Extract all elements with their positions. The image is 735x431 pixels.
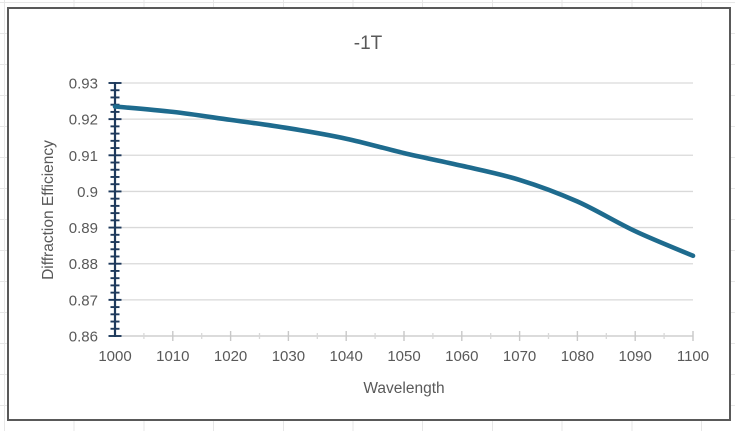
x-tick-label: 1010 [156,348,189,365]
x-tick-label: 1090 [619,348,652,365]
series-line [112,104,696,259]
x-tick-label: 1030 [272,348,305,365]
x-axis-layer [115,331,694,341]
x-tick-label: 1060 [445,348,478,365]
y-tick-label: 0.87 [69,292,98,309]
y-tick-label: 0.89 [69,220,98,237]
y-axis-layer [108,82,122,337]
y-tick-labels: 0.93 0.92 0.91 0.9 0.89 0.88 0.87 0.86 [69,76,98,346]
chart-title: -1T [354,33,383,54]
x-tick-label: 1020 [214,348,247,365]
y-axis-title: Diffraction Efficiency [40,140,57,280]
x-tick-label: 1070 [503,348,536,365]
x-tick-label: 1080 [561,348,594,365]
x-tick-label: 1000 [98,348,131,365]
x-tick-labels: 1000 1010 1020 1030 1040 1050 1060 1070 1080 1090… [98,348,709,365]
y-tick-label: 0.88 [69,256,98,273]
x-tick-label: 1100 [677,348,709,365]
x-tick-label: 1040 [330,348,363,365]
x-axis-title: Wavelength [363,380,444,397]
y-tick-label: 0.92 [69,112,98,129]
chart-object[interactable]: 1000 1010 1020 1030 1040 1050 1060 1070 1080 1090… [7,7,731,421]
y-tick-label: 0.9 [77,184,98,201]
y-tick-label: 0.86 [69,329,98,346]
x-tick-label: 1050 [387,348,420,365]
y-tick-label: 0.93 [69,76,98,93]
chart-canvas: 1000 1010 1020 1030 1040 1050 1060 1070 1080 1090… [40,33,709,397]
y-tick-label: 0.91 [69,148,98,165]
